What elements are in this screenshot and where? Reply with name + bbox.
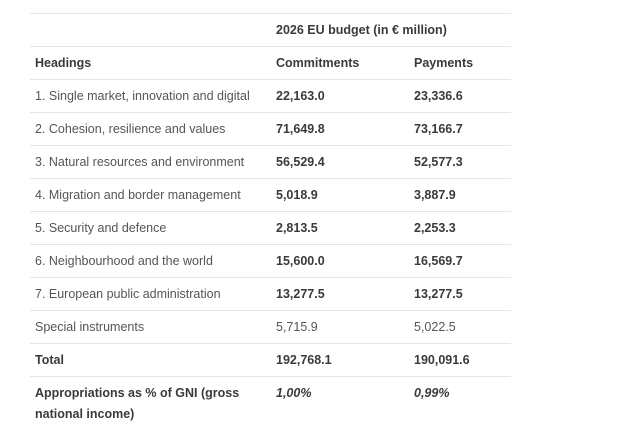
table-row: 3. Natural resources and environment 56,… <box>30 145 512 179</box>
row-heading: 2. Cohesion, resilience and values <box>35 121 226 136</box>
table-row: 2. Cohesion, resilience and values 71,64… <box>30 112 512 146</box>
gni-payments: 0,99% <box>414 386 450 400</box>
total-row: Total 192,768.1 190,091.6 <box>30 343 512 377</box>
column-header-payments: Payments <box>414 55 474 70</box>
total-payments: 190,091.6 <box>414 352 470 367</box>
row-heading: 3. Natural resources and environment <box>35 154 245 169</box>
total-commitments: 192,768.1 <box>276 352 332 367</box>
table-row: 5. Security and defence 2,813.5 2,253.3 <box>30 211 512 245</box>
special-instruments-commitments: 5,715.9 <box>276 319 318 334</box>
gni-commitments: 1,00% <box>276 386 312 400</box>
row-commitments: 56,529.4 <box>276 154 325 169</box>
row-commitments: 5,018.9 <box>276 187 318 202</box>
row-heading: 5. Security and defence <box>35 220 167 235</box>
table-super-header-row: 2026 EU budget (in € million) <box>30 13 512 47</box>
table-row: 7. European public administration 13,277… <box>30 277 512 311</box>
row-commitments: 2,813.5 <box>276 220 318 235</box>
row-commitments: 13,277.5 <box>276 286 325 301</box>
row-payments: 16,569.7 <box>414 253 463 268</box>
column-header-headings: Headings <box>35 55 92 70</box>
gni-heading: Appropriations as % of GNI (gross nation… <box>35 386 240 421</box>
row-payments: 3,887.9 <box>414 187 456 202</box>
eu-budget-table: 2026 EU budget (in € million) Headings C… <box>30 13 512 430</box>
row-heading: 1. Single market, innovation and digital <box>35 88 250 103</box>
column-header-commitments: Commitments <box>276 55 360 70</box>
row-payments: 13,277.5 <box>414 286 463 301</box>
special-instruments-row: Special instruments 5,715.9 5,022.5 <box>30 310 512 344</box>
empty-header-cell <box>30 14 271 47</box>
row-heading: 7. European public administration <box>35 286 221 301</box>
row-commitments: 71,649.8 <box>276 121 325 136</box>
special-instruments-heading: Special instruments <box>35 319 145 334</box>
row-commitments: 22,163.0 <box>276 88 325 103</box>
budget-caption-header: 2026 EU budget (in € million) <box>276 22 447 37</box>
row-payments: 23,336.6 <box>414 88 463 103</box>
row-heading: 6. Neighbourhood and the world <box>35 253 213 268</box>
eu-budget-table-container: 2026 EU budget (in € million) Headings C… <box>30 13 512 430</box>
total-heading: Total <box>35 352 64 367</box>
table-row: 6. Neighbourhood and the world 15,600.0 … <box>30 244 512 278</box>
row-heading: 4. Migration and border management <box>35 187 241 202</box>
row-payments: 73,166.7 <box>414 121 463 136</box>
gni-row: Appropriations as % of GNI (gross nation… <box>30 376 512 430</box>
table-row: 4. Migration and border management 5,018… <box>30 178 512 212</box>
special-instruments-payments: 5,022.5 <box>414 319 456 334</box>
table-row: 1. Single market, innovation and digital… <box>30 79 512 113</box>
row-payments: 2,253.3 <box>414 220 456 235</box>
row-commitments: 15,600.0 <box>276 253 325 268</box>
table-header-row: Headings Commitments Payments <box>30 46 512 80</box>
row-payments: 52,577.3 <box>414 154 463 169</box>
